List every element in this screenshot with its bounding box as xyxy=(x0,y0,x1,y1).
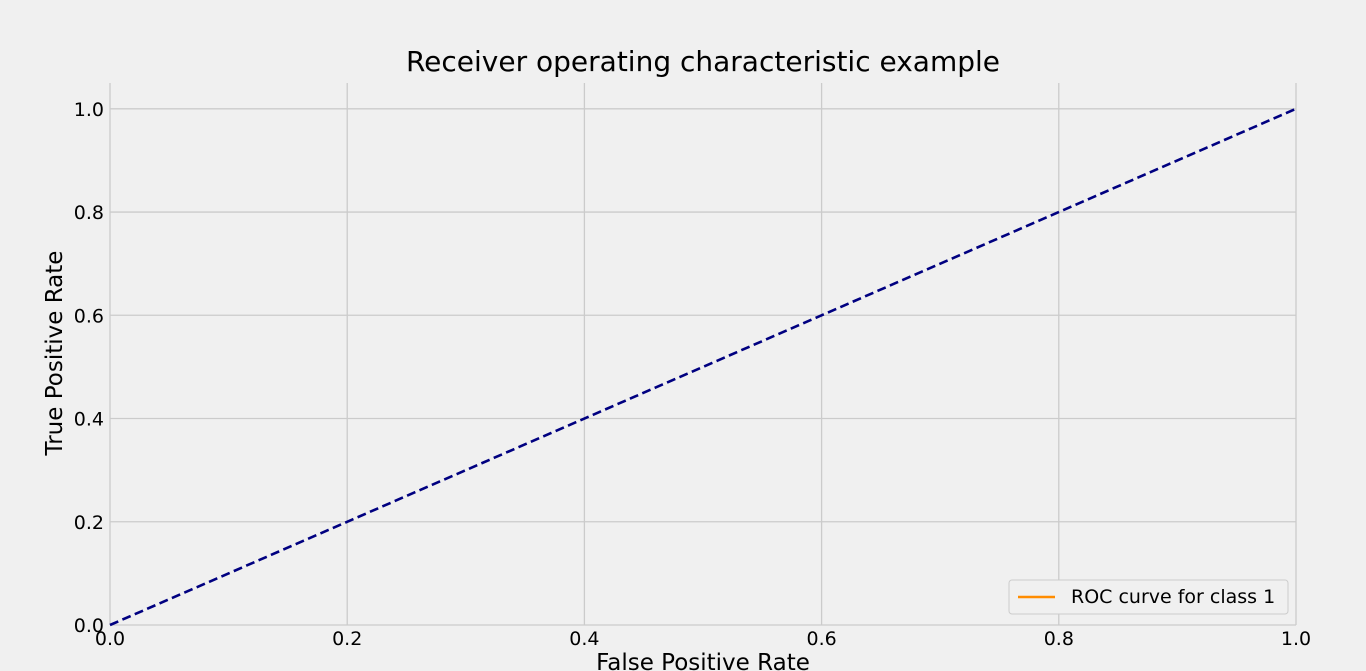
x-tick-label: 0.2 xyxy=(332,628,362,650)
chart-title: Receiver operating characteristic exampl… xyxy=(406,45,1000,78)
y-tick-label: 0.8 xyxy=(74,202,104,224)
legend-label: ROC curve for class 1 xyxy=(1071,586,1275,608)
tick-labels: 0.0 0.2 0.4 0.6 0.8 1.0 0.0 0.2 0.4 0.6 0.8 1.0 xyxy=(74,99,1311,650)
grid xyxy=(109,83,1297,626)
x-axis-label: False Positive Rate xyxy=(596,650,810,671)
x-tick-label: 1.0 xyxy=(1281,628,1311,650)
y-tick-label: 0.2 xyxy=(74,512,104,534)
y-tick-label: 0.6 xyxy=(74,305,104,327)
x-tick-label: 0.8 xyxy=(1044,628,1074,650)
y-tick-label: 0.0 xyxy=(74,615,104,637)
x-tick-label: 0.6 xyxy=(806,628,836,650)
y-tick-label: 1.0 xyxy=(74,99,104,121)
legend: ROC curve for class 1 xyxy=(1008,579,1289,615)
y-tick-label: 0.4 xyxy=(74,409,104,431)
y-axis-label: True Positive Rate xyxy=(42,251,68,457)
x-tick-label: 0.0 xyxy=(95,628,125,650)
legend-box xyxy=(1008,579,1289,615)
x-tick-label: 0.4 xyxy=(569,628,599,650)
